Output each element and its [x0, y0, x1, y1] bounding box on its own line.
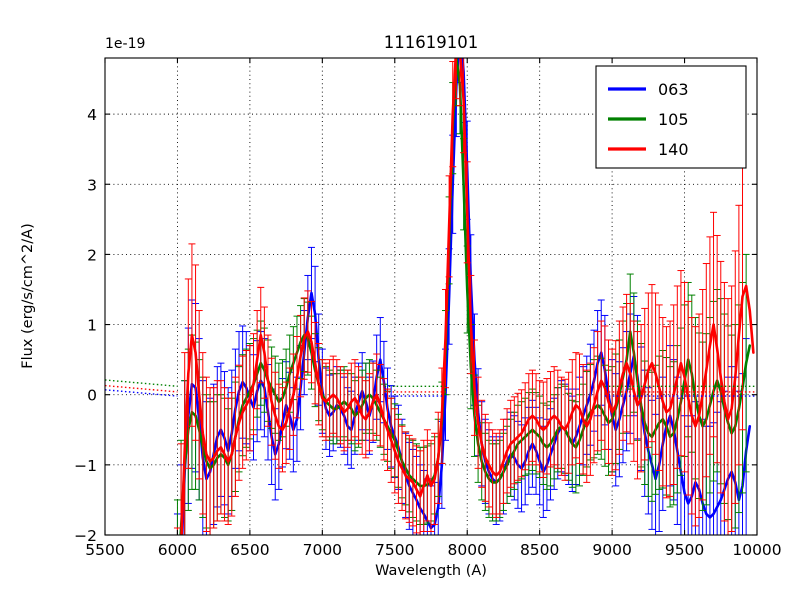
y-axis-offset-label: 1e-19: [105, 36, 145, 52]
legend-label-140: 140: [658, 140, 689, 159]
plot-data-layer: [173, 58, 755, 535]
continuum-line-140: [105, 384, 178, 393]
y-tick-label: 2: [87, 246, 97, 264]
x-tick-label: 6000: [158, 541, 197, 559]
legend-label-105: 105: [658, 110, 689, 129]
x-tick-label: 6500: [230, 541, 269, 559]
page-title: 111619101: [384, 33, 478, 52]
continuum-lines: [105, 379, 757, 397]
series-line-105: [179, 58, 752, 535]
continuum-line-063: [105, 389, 178, 397]
x-tick-label: 8500: [520, 541, 559, 559]
legend-item-140[interactable]: 140: [608, 140, 689, 159]
y-tick-label: 0: [87, 387, 97, 405]
legend-item-105[interactable]: 105: [608, 110, 689, 129]
x-tick-label: 9000: [592, 541, 631, 559]
y-tick-label: 1: [87, 317, 97, 335]
x-tick-label: 9500: [665, 541, 704, 559]
continuum-line-105: [105, 379, 178, 387]
y-tick-label: 4: [87, 106, 97, 124]
legend-box: [595, 65, 747, 169]
axis-ticks: 5500 6000 6500 7000 7500 8000 8500 9000 9500 1000…: [74, 58, 782, 559]
x-tick-label: 8000: [447, 541, 486, 559]
axes-frame: [104, 57, 758, 536]
y-tick-label: −2: [74, 527, 97, 545]
series-line-140: [180, 58, 755, 535]
x-axis-label: Wavelength (A): [375, 563, 487, 579]
legend-item-063[interactable]: 063: [608, 80, 689, 99]
y-tick-label: 3: [87, 176, 97, 194]
x-tick-label: 5500: [85, 541, 124, 559]
series-140: [173, 58, 755, 535]
x-tick-label: 7000: [303, 541, 342, 559]
x-tick-label: 7500: [375, 541, 414, 559]
x-tick-label: 10000: [732, 541, 781, 559]
legend[interactable]: 063 105 140: [595, 65, 747, 169]
legend-label-063: 063: [658, 80, 689, 99]
y-axis-label: Flux (erg/s/cm^2/A): [20, 223, 36, 369]
y-tick-label: −1: [74, 457, 97, 475]
